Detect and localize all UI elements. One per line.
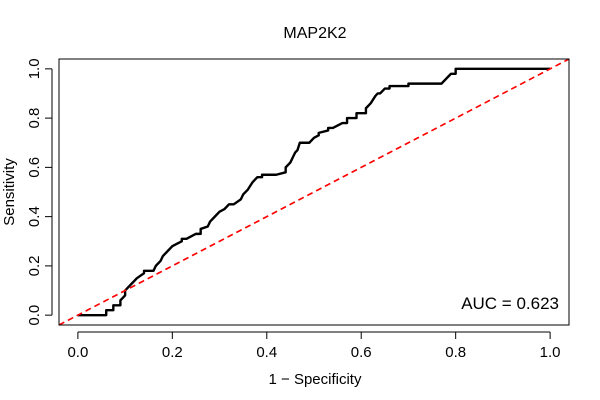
y-tick-label: 0.2: [26, 255, 43, 276]
y-axis: 0.0 0.2 0.4 0.6 0.8 1.0: [26, 58, 53, 326]
chart-title: MAP2K2: [283, 25, 346, 42]
x-axis: 0.0 0.2 0.4 0.6 0.8 1.0: [67, 331, 561, 361]
y-tick-label: 0.4: [26, 206, 43, 227]
y-axis-title: Sensitivity: [1, 158, 18, 226]
auc-annotation: AUC = 0.623: [461, 294, 559, 313]
y-tick-label: 0.8: [26, 108, 43, 129]
x-tick-label: 0.0: [67, 344, 88, 361]
x-tick-label: 0.2: [162, 344, 183, 361]
y-tick-label: 0.0: [26, 305, 43, 326]
y-tick-label: 1.0: [26, 58, 43, 79]
x-tick-label: 0.4: [256, 344, 277, 361]
x-tick-label: 0.6: [351, 344, 372, 361]
roc-curve-line: [77, 67, 551, 317]
y-tick-label: 0.6: [26, 157, 43, 178]
plot-frame: [58, 58, 570, 326]
reference-diagonal-line: [58, 58, 570, 326]
x-tick-label: 1.0: [540, 344, 561, 361]
x-tick-label: 0.8: [445, 344, 466, 361]
x-axis-title: 1 − Specificity: [269, 371, 362, 388]
